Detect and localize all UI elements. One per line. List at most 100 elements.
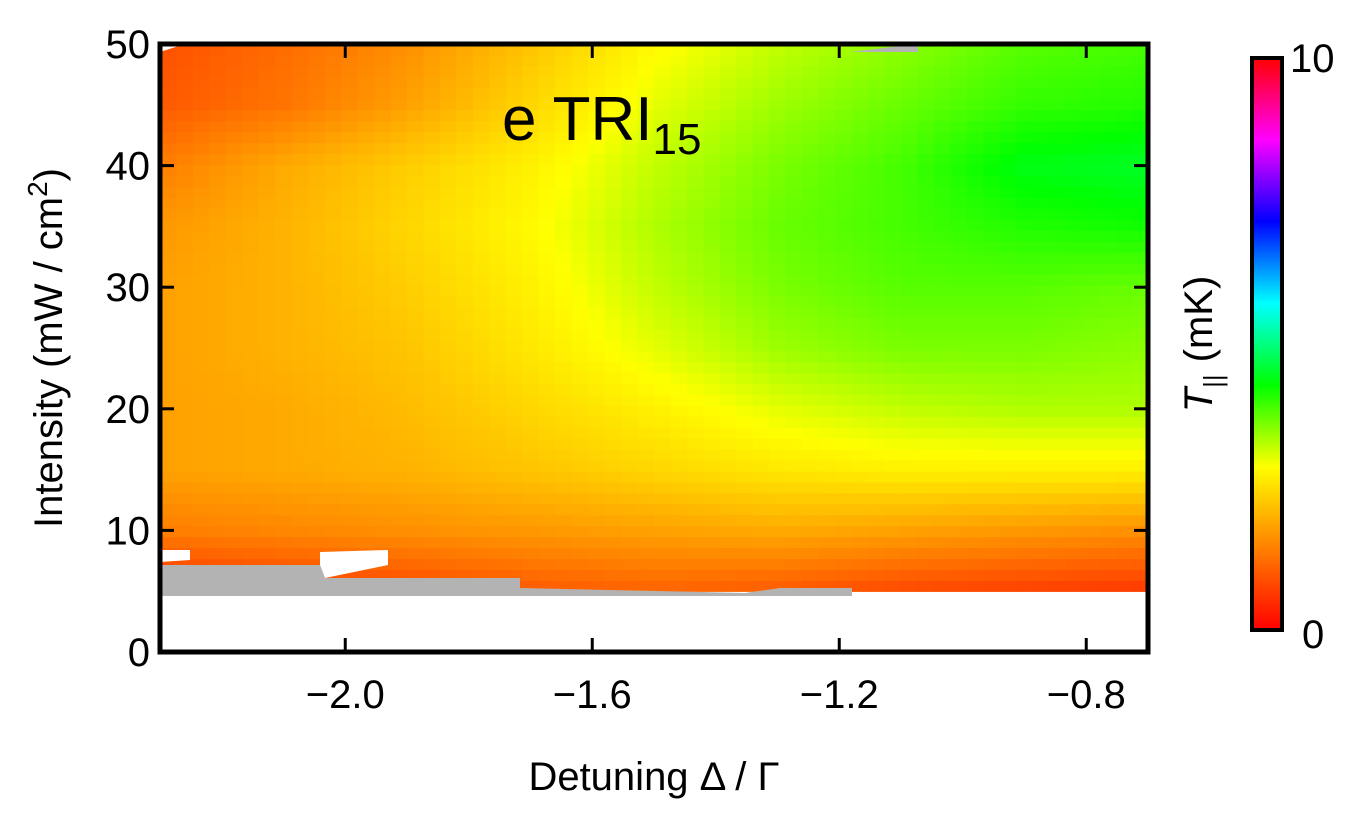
heatmap-cell xyxy=(868,284,886,297)
heatmap-cell xyxy=(802,394,820,406)
heatmap-cell xyxy=(901,131,919,144)
heatmap-cell xyxy=(736,273,754,286)
heatmap-cell xyxy=(275,230,293,242)
heatmap-cell xyxy=(571,262,589,275)
heatmap-cell xyxy=(966,383,985,395)
heatmap-cell xyxy=(472,262,491,275)
heatmap-cell xyxy=(736,470,754,483)
heatmap-cell xyxy=(555,372,573,384)
heatmap-cell xyxy=(950,295,968,308)
heatmap-cell xyxy=(258,175,276,187)
heatmap-cell xyxy=(1131,295,1148,308)
heatmap-cell xyxy=(901,164,919,177)
heatmap-cell xyxy=(522,536,540,549)
heatmap-cell xyxy=(456,405,474,417)
heatmap-cell xyxy=(1131,109,1148,122)
heatmap-cell xyxy=(901,317,919,330)
heatmap-cell xyxy=(703,131,721,144)
heatmap-cell xyxy=(654,580,672,592)
heatmap-cell xyxy=(1131,175,1148,187)
heatmap-cell xyxy=(719,437,738,450)
heatmap-cell xyxy=(225,372,244,384)
heatmap-cell xyxy=(472,186,491,198)
heatmap-cell xyxy=(555,153,573,166)
heatmap-cell xyxy=(456,98,474,111)
heatmap-cell xyxy=(489,394,507,406)
heatmap-cell xyxy=(308,175,326,187)
heatmap-cell xyxy=(654,405,672,417)
heatmap-cell xyxy=(192,525,211,538)
heatmap-cell xyxy=(1016,273,1034,286)
heatmap-cell xyxy=(966,164,985,177)
heatmap-cell xyxy=(983,186,1001,198)
heatmap-cell xyxy=(489,437,507,450)
heatmap-cell xyxy=(341,525,359,538)
plot-frame xyxy=(157,41,1151,655)
heatmap-cell xyxy=(439,251,458,264)
heatmap-cell xyxy=(555,569,573,581)
heatmap-cell xyxy=(868,295,886,308)
heatmap-cell xyxy=(752,131,770,144)
heatmap-cell xyxy=(456,372,474,384)
heatmap-cell xyxy=(489,273,507,286)
heatmap-cell xyxy=(999,514,1017,527)
heatmap-cell xyxy=(1065,295,1083,308)
heatmap-cell xyxy=(719,98,738,111)
heatmap-cell xyxy=(785,503,803,516)
heatmap-cell xyxy=(308,525,326,538)
heatmap-cell xyxy=(505,76,523,89)
heatmap-cell xyxy=(752,142,770,155)
heatmap-cell xyxy=(456,558,474,571)
heatmap-cell xyxy=(522,65,540,78)
heatmap-cell xyxy=(225,547,244,560)
heatmap-cell xyxy=(785,98,803,111)
heatmap-cell xyxy=(785,208,803,220)
heatmap-cell xyxy=(390,448,408,461)
heatmap-cell xyxy=(884,98,902,111)
heatmap-cell xyxy=(1049,76,1067,89)
heatmap-cell xyxy=(439,481,458,494)
heatmap-cell xyxy=(439,54,458,67)
heatmap-cell xyxy=(1016,306,1034,319)
heatmap-cell xyxy=(1065,448,1083,461)
heatmap-cell xyxy=(604,54,622,67)
heatmap-cell xyxy=(1131,273,1148,286)
heatmap-cell xyxy=(901,350,919,363)
heatmap-cell xyxy=(192,251,211,264)
heatmap-cell xyxy=(999,65,1017,78)
heatmap-cell xyxy=(901,251,919,264)
heatmap-cell xyxy=(719,569,738,581)
heatmap-cell xyxy=(933,251,952,264)
heatmap-cell xyxy=(324,361,342,374)
heatmap-cell xyxy=(802,503,820,516)
heatmap-cell xyxy=(1082,459,1100,472)
heatmap-cell xyxy=(374,372,392,384)
heatmap-cell xyxy=(1131,383,1148,395)
heatmap-cell xyxy=(209,394,227,406)
heatmap-cell xyxy=(802,547,820,560)
heatmap-cell xyxy=(901,273,919,286)
heatmap-cell xyxy=(489,339,507,352)
heatmap-cell xyxy=(489,197,507,209)
heatmap-cell xyxy=(522,295,540,308)
heatmap-cell xyxy=(654,295,672,308)
heatmap-cell xyxy=(1032,273,1050,286)
heatmap-cell xyxy=(604,262,622,275)
heatmap-cell xyxy=(209,230,227,242)
heatmap-cell xyxy=(769,536,787,549)
heatmap-cell xyxy=(901,383,919,395)
heatmap-cell xyxy=(868,361,886,374)
heatmap-cell xyxy=(538,547,556,560)
heatmap-cell xyxy=(357,503,375,516)
heatmap-cell xyxy=(588,87,606,100)
heatmap-cell xyxy=(1098,569,1116,581)
heatmap-cell xyxy=(472,503,491,516)
heatmap-cell xyxy=(686,448,705,461)
heatmap-cell xyxy=(324,284,342,297)
heatmap-cell xyxy=(686,240,705,253)
heatmap-cell xyxy=(1115,240,1133,253)
heatmap-cell xyxy=(225,503,244,516)
heatmap-cell xyxy=(703,437,721,450)
heatmap-cell xyxy=(538,131,556,144)
heatmap-cell xyxy=(456,306,474,319)
